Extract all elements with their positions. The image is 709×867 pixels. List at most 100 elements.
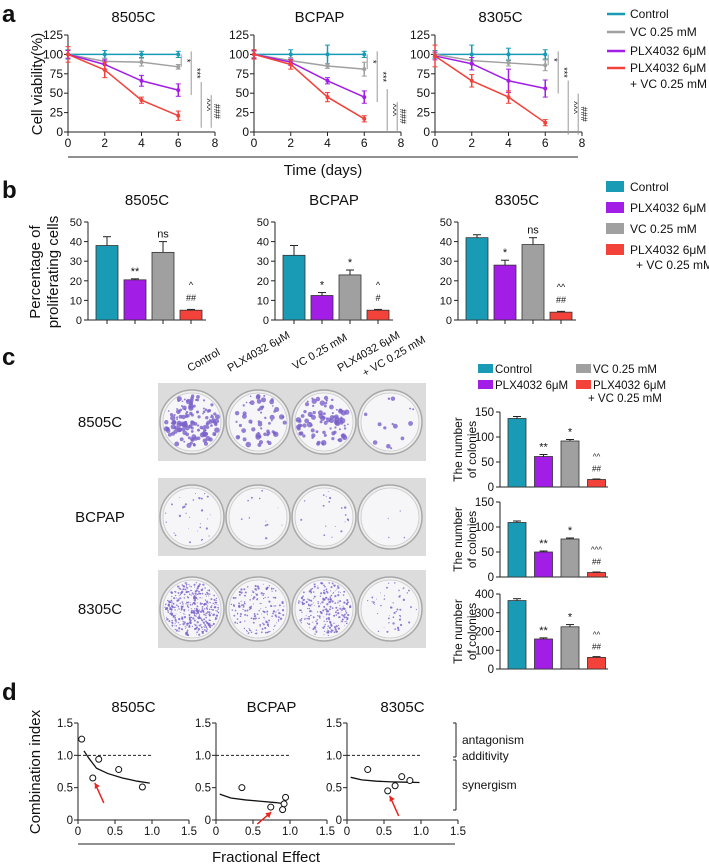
colony [301,602,305,606]
colony [238,590,241,594]
bar [587,572,606,578]
colony [412,408,415,411]
colony [337,600,339,602]
colony [214,422,218,427]
colony [372,440,378,445]
colony [331,411,334,415]
colony [264,416,267,420]
significance-mark: ### [212,104,222,119]
colony [333,626,337,629]
colony [211,605,213,607]
y-tick-label: 1.0 [326,750,342,762]
colony [316,611,319,613]
colony [201,620,204,622]
colony [200,626,203,629]
colony [249,629,251,632]
colony [301,597,303,599]
panel-label: b [2,177,17,204]
colony [196,589,198,591]
colony [258,617,260,619]
x-tick-label: 0.5 [107,826,123,838]
colony [322,626,325,629]
colony [277,616,280,619]
colony [306,400,309,403]
colony [263,394,266,397]
colony [242,608,244,611]
colony [325,417,328,419]
colony [168,619,170,621]
colony [174,441,180,447]
colony [337,585,339,587]
colony [206,589,208,591]
colony [176,597,178,599]
colony [313,597,315,600]
colony [202,407,205,410]
colony [346,599,349,602]
colony [199,596,201,599]
colony [312,621,314,623]
colony [269,604,273,608]
colony [165,428,171,433]
colony [215,601,218,604]
colony [331,629,334,632]
colony [345,611,348,614]
colony [179,602,181,604]
colony [188,616,191,619]
colony [216,615,218,617]
colony [196,605,199,608]
colony [313,595,316,598]
x-tick-label: 8 [579,136,586,150]
colony [255,434,261,440]
colony [177,591,180,594]
colony [177,598,179,600]
colony [387,617,390,620]
colony [268,421,271,425]
colony [269,630,271,632]
colony [337,417,343,423]
y-tick-label: 50 [481,457,494,469]
colony [330,629,332,631]
colony [302,434,306,438]
colony [203,441,209,446]
bar [560,538,580,578]
colony [320,592,323,595]
colony [300,414,305,418]
colony [302,423,307,428]
colony [242,606,245,608]
colony [245,629,248,632]
culture-well [159,484,225,550]
colony [185,591,188,593]
colony [202,399,206,402]
colony [180,628,184,631]
colony [250,605,253,608]
colony [347,519,350,522]
culture-well [291,576,357,642]
colony [299,619,302,622]
colony [254,632,257,635]
significance-mark: ^ [376,280,381,290]
data-point [506,52,511,57]
colony [260,608,262,610]
colony [276,622,278,624]
colony [215,601,216,603]
colony [192,610,195,613]
colony [217,604,219,606]
colony [377,422,382,427]
data-point [288,52,293,57]
colony [331,582,334,585]
colony [316,618,319,621]
colony [239,615,242,618]
colony [192,609,193,611]
colony [195,398,198,402]
x-tick-label: 1.5 [181,826,197,838]
colony [317,605,321,608]
colony [193,614,196,617]
colony [213,606,216,609]
colony [173,597,176,600]
colony [195,615,197,617]
data-point [362,67,367,72]
colony [181,601,184,603]
series-line [434,55,546,124]
colony [192,597,196,600]
legend-swatch [478,364,493,373]
